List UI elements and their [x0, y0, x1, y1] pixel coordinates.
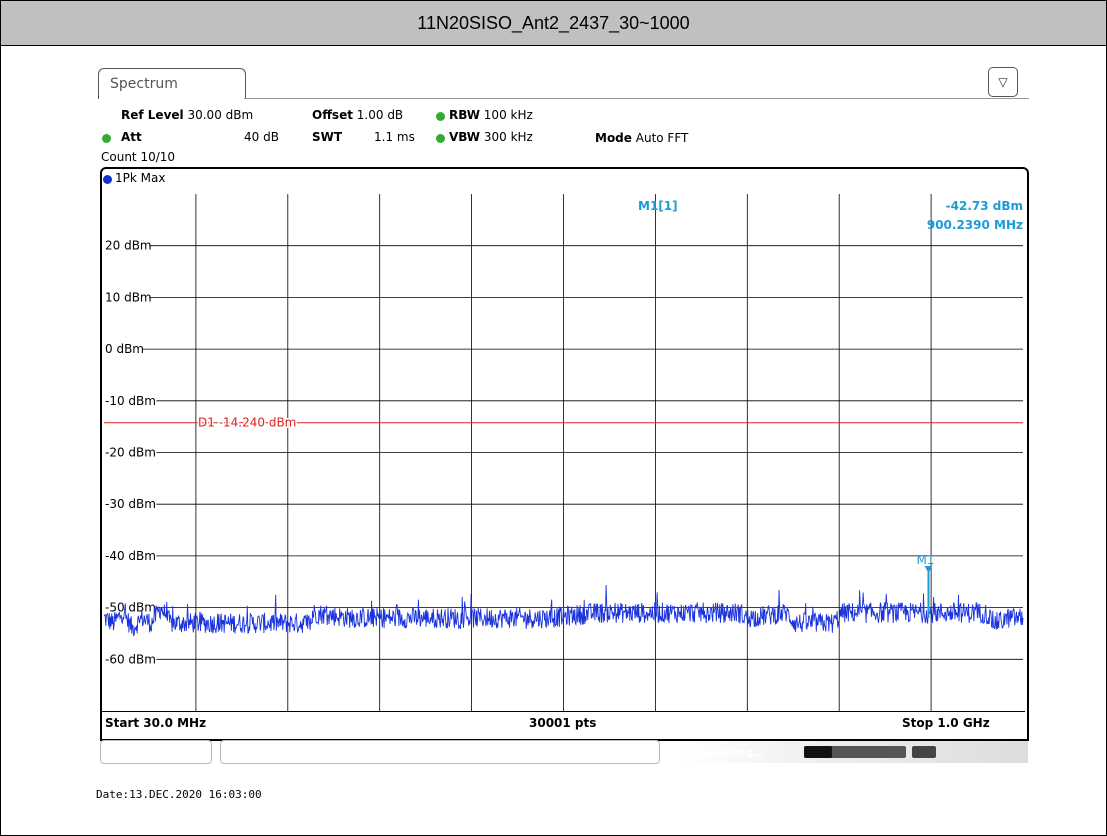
- vbw-value: 300 kHz: [483, 130, 533, 144]
- timestamp: Date:13.DEC.2020 16:03:00: [96, 788, 262, 801]
- y-tick-label: -40 dBm: [105, 549, 156, 563]
- ref-level-value: 30.00 dBm: [187, 108, 254, 122]
- y-tick-label: 20 dBm: [105, 239, 152, 253]
- rbw-setting: RBW 100 kHz: [449, 108, 533, 122]
- tab-divider: [244, 98, 1029, 99]
- vbw-coupled-indicator: [436, 134, 445, 143]
- vbw-setting: VBW 300 kHz: [449, 130, 533, 144]
- swt-setting: SWT: [312, 130, 342, 144]
- ref-level-setting: Ref Level 30.00 dBm: [121, 108, 253, 122]
- trace-1-line: [103, 584, 1024, 637]
- rbw-label: RBW: [449, 108, 480, 122]
- y-tick-label: -10 dBm: [105, 394, 156, 408]
- trace-indicator-icon: [103, 175, 112, 184]
- progress-indicator: [804, 746, 936, 758]
- measuring-text: Measuring...: [688, 746, 766, 759]
- swt-value: 1.1 ms: [374, 130, 415, 144]
- att-setting: Att: [121, 130, 142, 144]
- y-tick-label: -30 dBm: [105, 497, 156, 511]
- display-config-button[interactable]: ▽: [988, 67, 1018, 97]
- frequency-footer: Start 30.0 MHz 30001 pts Stop 1.0 GHz: [102, 711, 1025, 734]
- trace-label: 1Pk Max: [115, 171, 166, 185]
- y-axis-labels: 20 dBm 10 dBm 0 dBm -10 dBm -20 dBm -30 dBm -4…: [105, 239, 156, 667]
- y-tick-label: 10 dBm: [105, 290, 152, 304]
- stop-frequency: Stop 1.0 GHz: [902, 716, 990, 730]
- att-label: Att: [121, 130, 142, 144]
- status-field-1: [100, 740, 212, 764]
- att-coupled-indicator: [102, 134, 111, 143]
- status-field-2: [220, 740, 660, 764]
- y-tick-label: -20 dBm: [105, 446, 156, 460]
- marker-readout-frequency: 900.2390 MHz: [927, 218, 1023, 232]
- y-tick-label: 0 dBm: [105, 342, 144, 356]
- offset-value: 1.00 dB: [356, 108, 404, 122]
- vbw-label: VBW: [449, 130, 481, 144]
- mode-label: Mode: [595, 131, 632, 145]
- tab-spectrum-label: Spectrum: [110, 76, 178, 92]
- marker-m1-triangle[interactable]: [924, 566, 933, 574]
- y-tick-label: -50 dBm: [105, 601, 156, 615]
- ref-level-label: Ref Level: [121, 108, 184, 122]
- marker-m1-flag: M1: [916, 553, 934, 567]
- spectrum-chart: 20 dBm 10 dBm 0 dBm -10 dBm -20 dBm -30 dBm -4…: [103, 194, 1024, 711]
- mode-value: Auto FFT: [635, 131, 689, 145]
- spectrum-analyzer-screen: Spectrum ▽ Ref Level 30.00 dBm Offset 1.…: [98, 66, 1031, 771]
- start-frequency: Start 30.0 MHz: [105, 716, 207, 730]
- offset-label: Offset: [312, 108, 353, 122]
- sweep-count: Count 10/10: [101, 150, 176, 164]
- y-tick-label: -60 dBm: [105, 652, 156, 666]
- att-value: 40 dB: [244, 130, 279, 144]
- plot-frame: [100, 167, 1029, 741]
- display-line-label: D1 -14.240 dBm: [198, 416, 296, 430]
- rbw-coupled-indicator: [436, 112, 445, 121]
- sweep-points: 30001 pts: [529, 716, 597, 730]
- mode-setting: Mode Auto FFT: [595, 131, 688, 145]
- swt-label: SWT: [312, 130, 343, 144]
- rbw-value: 100 kHz: [483, 108, 533, 122]
- status-bar: Measuring...: [98, 738, 1031, 768]
- marker-readout-level: -42.73 dBm: [946, 199, 1023, 213]
- window-title: 11N20SISO_Ant2_2437_30~1000: [1, 1, 1106, 46]
- grid: [142, 194, 1023, 711]
- marker-readout-name: M1[1]: [638, 199, 678, 213]
- offset-setting: Offset 1.00 dB: [312, 108, 403, 122]
- tab-spectrum[interactable]: Spectrum: [98, 68, 246, 99]
- display-config-icon: ▽: [998, 75, 1008, 89]
